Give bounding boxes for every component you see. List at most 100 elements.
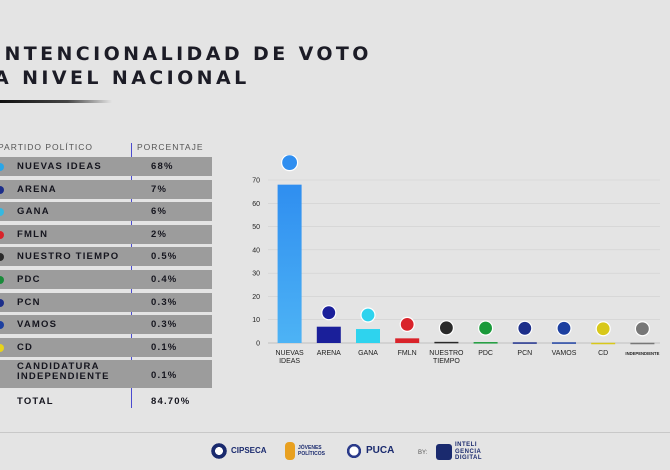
table-row: CANDIDATURA INDEPENDIENTE 0.1% <box>0 360 212 389</box>
party-name: PDC <box>17 273 41 285</box>
id-logo-line-3: DIGITAL <box>455 455 483 461</box>
table-header: PARTIDO POLÍTICO PORCENTAJE <box>0 140 216 156</box>
id-logo-line-2: GENCIA <box>455 448 482 455</box>
footer-divider <box>0 432 670 433</box>
party-percentage: 0.4% <box>151 273 178 285</box>
x-category-label: NUEVAS <box>275 350 304 357</box>
table-rows: NUEVAS IDEAS 68% ARENA 7% GANA 6% FMLN 2… <box>0 157 212 414</box>
y-tick-label: 30 <box>252 271 260 278</box>
party-logo-icon <box>438 320 454 336</box>
party-name: NUESTRO TIEMPO <box>17 251 120 263</box>
party-name: CD <box>17 341 34 353</box>
jovenes-politicos-logo: JÓVENES POLÍTICOS <box>285 442 338 460</box>
jovenes-logo-text: JÓVENES POLÍTICOS <box>298 445 325 457</box>
table-row: NUESTRO TIEMPO 0.5% <box>0 247 212 267</box>
party-logo-icon <box>634 321 650 337</box>
cipseca-logo: CIPSECA <box>210 442 267 460</box>
table-row: FMLN 2% <box>0 224 212 244</box>
y-tick-label: 10 <box>252 317 260 324</box>
x-category-label: TIEMPO <box>433 358 460 365</box>
party-logo-icon <box>360 307 376 323</box>
party-table: PARTIDO POLÍTICO PORCENTAJE <box>0 140 216 156</box>
inteligencia-digital-logo: INTELI GENCIA DIGITAL <box>436 442 482 462</box>
table-row: NUEVAS IDEAS 68% <box>0 157 212 176</box>
bar <box>552 342 576 344</box>
party-percentage: 0.1% <box>151 341 178 353</box>
title-line-1: INTENCIONALIDAD DE VOTO <box>0 43 372 65</box>
id-logo-icon <box>436 443 452 460</box>
party-logo-icon <box>556 320 572 336</box>
puca-logo-icon <box>345 442 363 460</box>
party-percentage: 2% <box>151 228 168 240</box>
bar <box>277 184 302 343</box>
party-name: NUEVAS IDEAS <box>17 161 102 172</box>
bar <box>630 342 655 345</box>
bar <box>591 342 616 345</box>
party-name: FMLN <box>17 228 49 240</box>
party-name: CANDIDATURA INDEPENDIENTE <box>17 362 110 382</box>
x-category-label: GANA <box>358 350 378 357</box>
x-category-label: ARENA <box>317 350 341 357</box>
party-logo-icon <box>595 321 611 337</box>
party-logo-icon <box>321 305 337 321</box>
cipseca-logo-text: CIPSECA <box>231 446 267 455</box>
party-percentage: 0.5% <box>151 251 178 263</box>
total-value: 84.70% <box>151 395 191 407</box>
bar <box>512 342 537 344</box>
party-percentage: 0.1% <box>151 370 178 382</box>
table-row: PDC 0.4% <box>0 269 212 289</box>
party-name: VAMOS <box>17 319 58 331</box>
x-category-label: VAMOS <box>552 350 577 357</box>
x-category-label: CD <box>598 350 608 357</box>
party-logo-icon <box>0 321 4 330</box>
party-percentage: 68% <box>151 161 174 172</box>
y-tick-label: 0 <box>256 341 260 348</box>
party-logo-icon <box>478 320 494 336</box>
table-row: ARENA 7% <box>0 179 212 199</box>
y-tick-label: 50 <box>252 224 260 231</box>
party-logo-icon <box>399 316 415 332</box>
x-category-label: PCN <box>517 350 532 357</box>
bar <box>316 326 341 343</box>
bar <box>395 338 420 343</box>
y-tick-label: 60 <box>252 201 260 208</box>
x-category-label: NUESTRO <box>429 350 464 357</box>
title-underline <box>0 100 112 103</box>
header-percentage: PORCENTAJE <box>137 142 204 152</box>
table-row: GANA 6% <box>0 202 212 222</box>
x-category-label: PDC <box>478 350 493 357</box>
party-percentage: 7% <box>151 183 168 195</box>
y-tick-label: 70 <box>252 178 260 185</box>
cipseca-logo-icon <box>210 442 228 460</box>
party-name-line-2: INDEPENDIENTE <box>17 371 110 383</box>
total-label: TOTAL <box>17 395 54 407</box>
party-logo-icon <box>281 155 299 172</box>
footer-logos: CIPSECA JÓVENES POLÍTICOS PUCA BY: INTEL… <box>0 442 670 464</box>
party-percentage: 6% <box>151 206 168 218</box>
table-row: VAMOS 0.3% <box>0 315 212 335</box>
party-logo-icon <box>0 298 4 307</box>
y-tick-label: 20 <box>252 294 260 301</box>
party-logo-icon <box>517 320 533 336</box>
jovenes-logo-icon <box>285 442 295 460</box>
title-line-2: A NIVEL NACIONAL <box>0 67 250 89</box>
party-logo-icon <box>0 208 4 217</box>
table-row: CD 0.1% <box>0 337 212 357</box>
x-category-label: IDEAS <box>279 358 300 365</box>
x-category-label: FMLN <box>398 350 417 357</box>
table-total-row: TOTAL 84.70% <box>0 392 212 410</box>
party-percentage: 0.3% <box>151 296 178 308</box>
party-name: GANA <box>17 206 50 218</box>
party-logo-icon <box>0 275 4 284</box>
party-logo-icon <box>0 343 4 352</box>
x-category-label: INDEPENDIENTE <box>625 351 659 356</box>
by-label: BY: <box>418 450 428 456</box>
header-party: PARTIDO POLÍTICO <box>0 142 94 152</box>
party-logo-icon <box>0 230 4 239</box>
bar <box>473 342 498 344</box>
party-logo-icon <box>0 253 4 262</box>
party-name-line-1: CANDIDATURA <box>17 361 100 373</box>
party-logo-icon <box>0 163 4 171</box>
party-name: ARENA <box>17 183 57 195</box>
